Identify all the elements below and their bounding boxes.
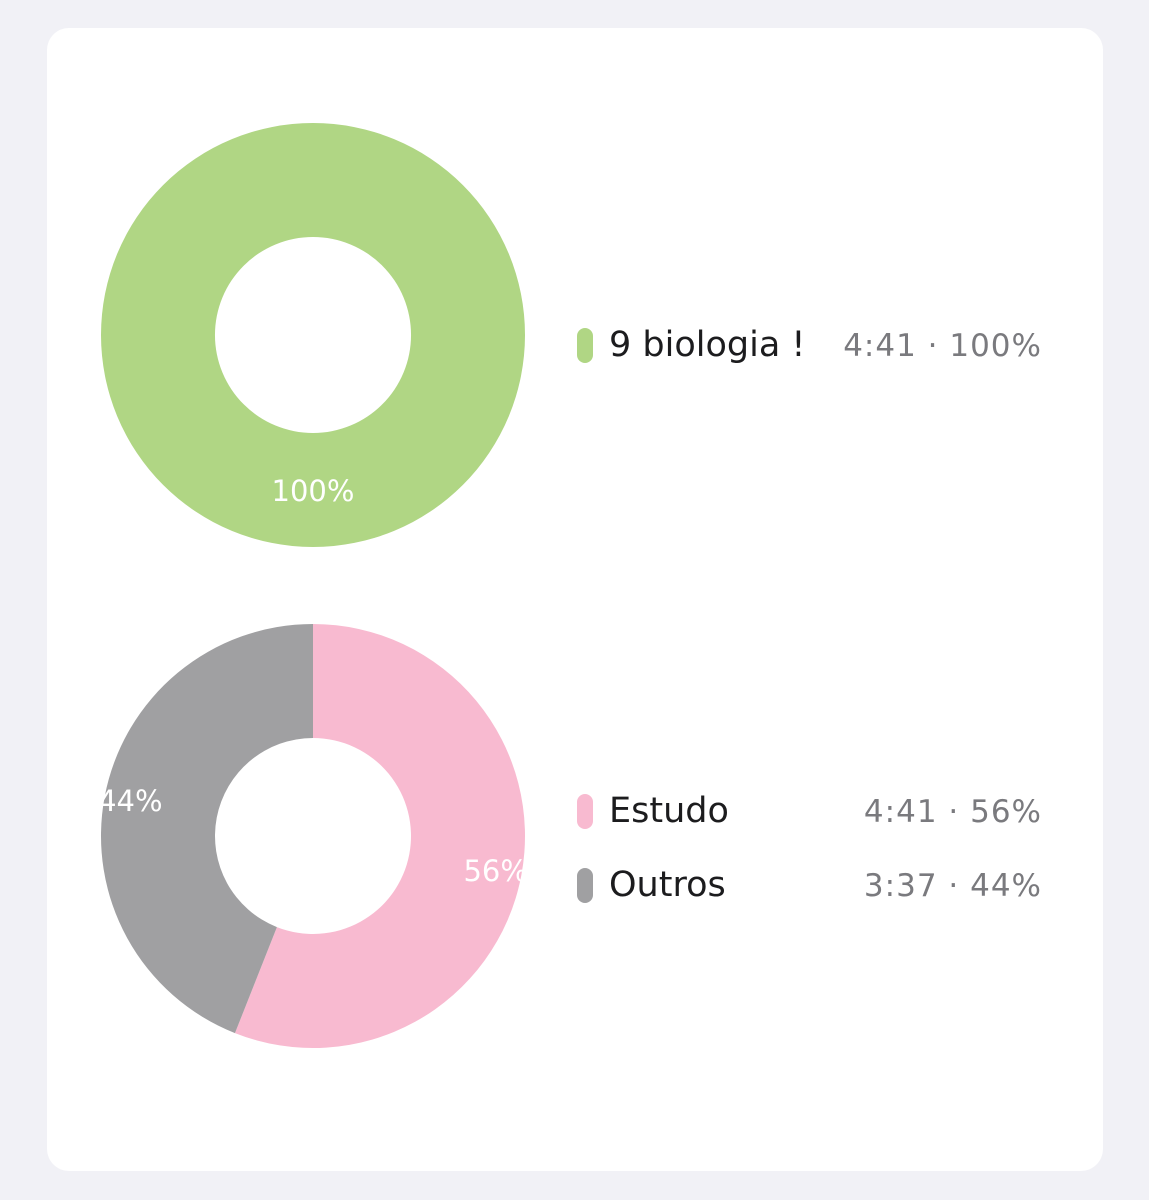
category-donut-chart: 56% 44% [99, 622, 527, 1050]
donut-slice-9-biologia[interactable] [101, 123, 525, 547]
legend-label: Outros [609, 865, 726, 905]
legend-label: 9 biologia ! [609, 325, 806, 365]
legend-swatch-outros [577, 868, 593, 903]
legend-swatch-estudo [577, 794, 593, 829]
legend-time-percent: 4:41 · 100% [843, 328, 1042, 364]
legend-item-biologia[interactable]: 9 biologia ! 4:41 · 100% [577, 308, 1042, 382]
donut-label-outros: 44% [99, 784, 163, 818]
legend-item-outros[interactable]: Outros 3:37 · 44% [577, 848, 1042, 922]
subject-donut-chart: 100% [99, 121, 527, 549]
donut-slice-estudo[interactable] [234, 624, 526, 1048]
subject-donut-svg: 100% [101, 123, 525, 547]
donut-label-estudo: 56% [463, 854, 527, 888]
stats-card: 100% 9 biologia ! 4:41 · 100% 56% 44% Est… [47, 28, 1103, 1171]
legend-item-estudo[interactable]: Estudo 4:41 · 56% [577, 774, 1042, 848]
legend-swatch-biologia [577, 328, 593, 363]
legend-label: Estudo [609, 791, 729, 831]
category-donut-svg: 56% 44% [99, 624, 527, 1048]
category-legend: Estudo 4:41 · 56% Outros 3:37 · 44% [577, 774, 1042, 922]
legend-time-percent: 3:37 · 44% [863, 868, 1042, 904]
donut-label-9-biologia: 100% [272, 474, 355, 508]
subject-legend: 9 biologia ! 4:41 · 100% [577, 308, 1042, 382]
legend-time-percent: 4:41 · 56% [863, 794, 1042, 830]
donut-slice-outros[interactable] [101, 624, 314, 1034]
